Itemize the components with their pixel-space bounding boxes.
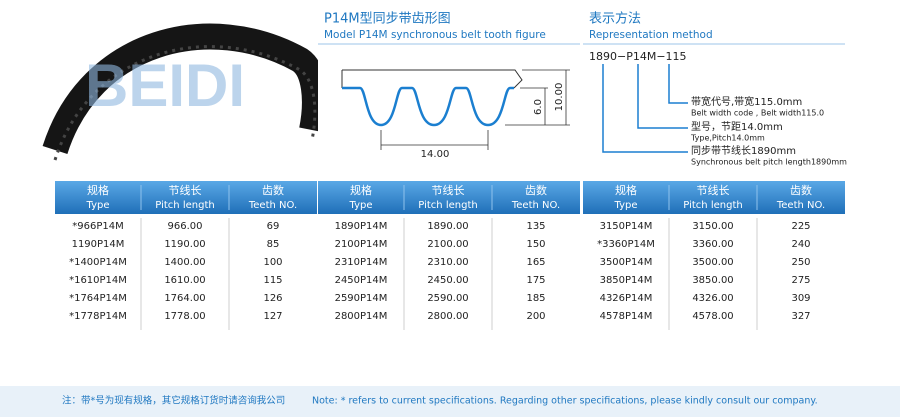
figure-subtitle: Model P14M synchronous belt tooth figure (324, 29, 546, 41)
rep-annotation-sub: Belt width code , Belt width115.0 (691, 109, 824, 118)
table-cell: 3150.00 (692, 221, 733, 232)
table-cell: 1400.00 (164, 257, 205, 268)
table-cell: 2800P14M (335, 311, 388, 322)
table-header (55, 181, 317, 214)
table-cell: 85 (267, 239, 280, 250)
dim-total-height: 10.00 (554, 83, 565, 112)
table-cell: 175 (526, 275, 545, 286)
table-cell: 2800.00 (427, 311, 468, 322)
table-cell: 4578P14M (600, 311, 653, 322)
table-cell: 4326.00 (692, 293, 733, 304)
note-zh: 注：带*号为现有规格，其它规格订货时请咨询我公司 (62, 395, 285, 407)
figure-title: P14M型同步带齿形图 (324, 12, 451, 27)
note-en: Note: * refers to current specifications… (312, 396, 818, 407)
table-cell: 1190.00 (164, 239, 205, 250)
table-cell: 100 (263, 257, 282, 268)
header-zh: 节线长 (697, 183, 730, 197)
table-cell: 4578.00 (692, 311, 733, 322)
table-cell: 250 (791, 257, 810, 268)
table-cell: 115 (263, 275, 282, 286)
rep-code: 1890−P14M−115 (589, 50, 687, 63)
header-zh: 节线长 (169, 183, 202, 197)
table-cell: *966P14M (72, 221, 123, 232)
table-cell: 1890.00 (427, 221, 468, 232)
table-cell: 165 (526, 257, 545, 268)
table-cell: 150 (526, 239, 545, 250)
table-cell: 225 (791, 221, 810, 232)
table-cell: 135 (526, 221, 545, 232)
belt-photo: BEIDI (42, 23, 328, 161)
table-cell: 2310P14M (335, 257, 388, 268)
table-cell: 3850P14M (600, 275, 653, 286)
table-cell: 2310.00 (427, 257, 468, 268)
header-en: Pitch length (683, 200, 742, 211)
table-cell: 69 (267, 221, 280, 232)
table-header (318, 181, 580, 214)
table-cell: 4326P14M (600, 293, 653, 304)
dim-tooth-height: 6.0 (533, 99, 544, 115)
watermark: BEIDI (85, 52, 245, 119)
table-cell: 2450.00 (427, 275, 468, 286)
table-cell: 2590.00 (427, 293, 468, 304)
table-cell: 1764.00 (164, 293, 205, 304)
table-cell: 2100.00 (427, 239, 468, 250)
table-cell: 2450P14M (335, 275, 388, 286)
header-zh: 规格 (615, 183, 637, 197)
table-cell: 2590P14M (335, 293, 388, 304)
header-en: Type (614, 200, 638, 211)
rep-annotation-sub: Type,Pitch14.0mm (690, 134, 765, 143)
header-zh: 规格 (87, 183, 109, 197)
header-en: Teeth NO. (248, 200, 297, 211)
header-en: Type (86, 200, 110, 211)
header-zh: 齿数 (525, 184, 547, 197)
table-cell: 200 (526, 311, 545, 322)
rep-annotation: 型号，节距14.0mm (691, 120, 783, 133)
header-en: Pitch length (155, 200, 214, 211)
table-cell: 309 (791, 293, 810, 304)
header-zh: 节线长 (432, 183, 465, 197)
table-cell: 1890P14M (335, 221, 388, 232)
header-zh: 齿数 (262, 184, 284, 197)
rep-annotation: 带宽代号,带宽115.0mm (691, 95, 802, 108)
table-cell: 1190P14M (72, 239, 125, 250)
table-cell: 3360.00 (692, 239, 733, 250)
header-en: Teeth NO. (776, 200, 825, 211)
table-cell: 2100P14M (335, 239, 388, 250)
table-cell: 966.00 (168, 221, 203, 232)
dim-pitch: 14.00 (421, 149, 450, 160)
rep-title: 表示方法 (589, 11, 641, 27)
rep-annotation-sub: Synchronous belt pitch length1890mm (691, 158, 847, 167)
table-cell: 185 (526, 293, 545, 304)
rep-leaders (602, 64, 688, 153)
figure-panel (318, 5, 580, 180)
tooth-profile (341, 69, 570, 150)
rep-subtitle: Representation method (589, 29, 713, 41)
header-zh: 齿数 (790, 184, 812, 197)
table-cell: *3360P14M (597, 239, 655, 250)
table-cell: 327 (791, 311, 810, 322)
table-cell: 240 (791, 239, 810, 250)
table-cell: 127 (263, 311, 282, 322)
table-cell: 1610.00 (164, 275, 205, 286)
table-cell: *1778P14M (69, 311, 127, 322)
rep-annotation: 同步带节线长1890mm (691, 144, 796, 157)
table-cell: 3500.00 (692, 257, 733, 268)
table-cell: 275 (791, 275, 810, 286)
table-cell: 3150P14M (600, 221, 653, 232)
footer-bg (0, 386, 900, 417)
table-header (583, 181, 845, 214)
table-cell: *1610P14M (69, 275, 127, 286)
table-cell: 1778.00 (164, 311, 205, 322)
header-en: Teeth NO. (511, 200, 560, 211)
table-cell: *1764P14M (69, 293, 127, 304)
table-cell: 3500P14M (600, 257, 653, 268)
header-en: Type (349, 200, 373, 211)
table-cell: 3850.00 (692, 275, 733, 286)
table-cell: 126 (263, 293, 282, 304)
header-en: Pitch length (418, 200, 477, 211)
header-zh: 规格 (350, 183, 372, 197)
table-cell: *1400P14M (69, 257, 127, 268)
